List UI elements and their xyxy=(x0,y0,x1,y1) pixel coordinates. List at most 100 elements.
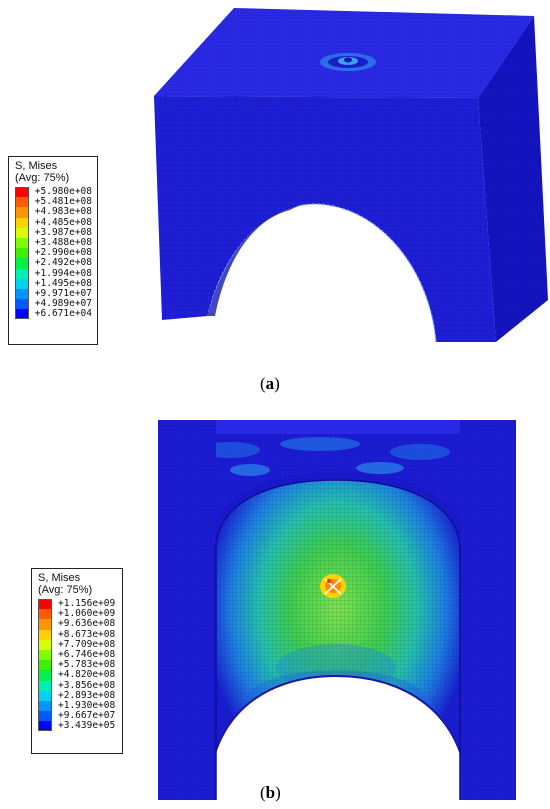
caption-a: (a) xyxy=(260,374,280,394)
legend-b-color-swatch xyxy=(38,690,52,701)
caption-a-letter: a xyxy=(265,374,275,393)
legend-b-level-row: +5.783e+08 xyxy=(38,659,117,671)
panel-b: S, Mises (Avg: 75%) +1.156e+09 +1.060e+09… xyxy=(0,400,550,809)
legend-b-level-row: +6.746e+08 xyxy=(38,649,117,661)
legend-a-level-row: +3.488e+08 xyxy=(15,237,92,249)
legend-b-level-row: +8.673e+08 xyxy=(38,628,117,640)
legend-b-color-swatch xyxy=(38,721,52,732)
model-b-view xyxy=(158,420,516,801)
legend-a-color-swatch xyxy=(15,207,29,218)
top-hole-ring xyxy=(320,53,376,71)
legend-a-level-row: +6.671e+04 xyxy=(15,308,92,320)
legend-b-level-value: +9.636e+08 xyxy=(58,618,116,630)
caption-b: (b) xyxy=(260,783,281,803)
legend-b-title-line1: S, Mises xyxy=(38,572,81,584)
legend-a-level-row: +5.980e+08 xyxy=(15,186,92,198)
legend-a-level-value: +1.994e+08 xyxy=(34,267,92,279)
legend-b-level-value: +7.709e+08 xyxy=(58,638,116,650)
pillar-right xyxy=(460,420,516,800)
block-right-face xyxy=(478,16,548,342)
legend-a-level-row: +4.989e+07 xyxy=(15,298,92,310)
caption-b-close: ) xyxy=(275,783,281,802)
legend-b-level-row: +9.636e+08 xyxy=(38,618,117,630)
legend-b-level-row: +3.439e+05 xyxy=(38,720,117,732)
legend-b-color-swatch xyxy=(38,629,52,640)
legend-b-level-row: +9.667e+07 xyxy=(38,710,117,722)
legend-b-color-swatch xyxy=(38,711,52,722)
legend-b-level-value: +1.060e+09 xyxy=(58,608,116,620)
legend-a-color-swatch xyxy=(15,227,29,238)
legend-a-level-value: +1.495e+08 xyxy=(34,277,92,289)
legend-a-level-value: +5.980e+08 xyxy=(34,186,92,198)
legend-a-title-line1: S, Mises xyxy=(15,160,58,172)
legend-b-color-swatch xyxy=(38,619,52,630)
legend-a-level-value: +4.485e+08 xyxy=(34,216,92,228)
legend-a-level-row: +9.971e+07 xyxy=(15,287,92,300)
legend-a-level-row: +3.987e+08 xyxy=(15,226,92,238)
legend-b-level-value: +8.673e+08 xyxy=(58,628,116,640)
legend-b-level-row: +3.856e+08 xyxy=(38,679,117,691)
legend-a-color-swatch xyxy=(15,217,29,228)
legend-a-level-row: +1.994e+08 xyxy=(15,267,92,279)
legend-b-color-swatch xyxy=(38,660,52,671)
legend-a-level-value: +3.987e+08 xyxy=(34,226,92,238)
caption-a-close: ) xyxy=(274,374,280,393)
legend-b: S, Mises (Avg: 75%) +1.156e+09 +1.060e+09… xyxy=(31,568,123,754)
legend-b-level-value: +3.439e+05 xyxy=(58,720,116,732)
pillar-left xyxy=(158,420,216,800)
legend-a-level-row: +4.485e+08 xyxy=(15,216,92,228)
legend-b-level-value: +5.783e+08 xyxy=(58,659,116,671)
legend-a-level-value: +2.990e+08 xyxy=(34,247,92,259)
legend-b-level-value: +9.667e+07 xyxy=(58,710,116,722)
legend-a-level-row: +2.492e+08 xyxy=(15,257,92,269)
arch-inner-surface xyxy=(208,205,300,316)
block-front-face xyxy=(154,96,496,343)
legend-b-level-value: +4.820e+08 xyxy=(58,669,116,681)
panel-a: S, Mises (Avg: 75%) +5.980e+08 +5.481e+08… xyxy=(0,0,550,400)
legend-b-level-value: +3.856e+08 xyxy=(58,679,116,691)
legend-b-level-value: +2.893e+08 xyxy=(58,689,116,701)
caption-b-letter: b xyxy=(265,783,276,802)
legend-a-level-value: +9.971e+07 xyxy=(34,287,92,299)
legend-a: S, Mises (Avg: 75%) +5.980e+08 +5.481e+08… xyxy=(8,156,98,345)
legend-b-level-row: +1.930e+08 xyxy=(38,699,117,712)
legend-a-color-swatch xyxy=(15,309,29,320)
legend-a-title-line2: (Avg: 75%) xyxy=(15,172,70,184)
caption-a-open: ( xyxy=(260,374,266,393)
legend-b-color-swatch xyxy=(38,599,52,610)
legend-b-levels: +1.156e+09 +1.060e+09 +9.636e+08 +8.673e+08… xyxy=(38,599,117,732)
legend-a-color-swatch xyxy=(15,288,29,300)
legend-a-level-value: +4.983e+08 xyxy=(34,206,92,218)
cavity-rim xyxy=(215,479,461,800)
legend-a-level-row: +5.481e+08 xyxy=(15,196,92,208)
arch-opening xyxy=(207,674,469,801)
legend-b-level-row: +1.060e+09 xyxy=(38,608,117,620)
legend-b-level-value: +1.930e+08 xyxy=(58,699,116,711)
legend-a-color-swatch xyxy=(15,237,29,249)
block-top-face xyxy=(154,8,534,98)
model-a-view xyxy=(154,8,548,343)
legend-a-color-swatch xyxy=(15,268,29,279)
legend-b-color-swatch xyxy=(38,609,52,620)
legend-a-level-value: +6.671e+04 xyxy=(34,308,92,320)
legend-a-color-swatch xyxy=(15,197,29,208)
legend-b-color-swatch xyxy=(38,680,52,691)
legend-a-color-swatch xyxy=(15,248,29,259)
legend-a-level-row: +4.983e+08 xyxy=(15,206,92,218)
legend-b-color-swatch xyxy=(38,700,52,712)
legend-b-title-line2: (Avg: 75%) xyxy=(38,584,93,596)
stress-hotspot xyxy=(320,574,346,598)
legend-a-color-swatch xyxy=(15,258,29,269)
legend-b-level-row: +4.820e+08 xyxy=(38,669,117,681)
legend-a-level-row: +1.495e+08 xyxy=(15,277,92,289)
legend-b-level-row: +1.156e+09 xyxy=(38,599,117,610)
legend-a-level-value: +5.481e+08 xyxy=(34,196,92,208)
legend-a-level-value: +2.492e+08 xyxy=(34,257,92,269)
legend-a-level-value: +4.989e+07 xyxy=(34,298,92,310)
legend-b-level-row: +2.893e+08 xyxy=(38,689,117,701)
legend-b-color-swatch xyxy=(38,639,52,650)
legend-b-level-value: +6.746e+08 xyxy=(58,649,116,661)
legend-a-color-swatch xyxy=(15,187,29,198)
legend-b-level-row: +7.709e+08 xyxy=(38,638,117,650)
legend-a-color-swatch xyxy=(15,278,29,289)
